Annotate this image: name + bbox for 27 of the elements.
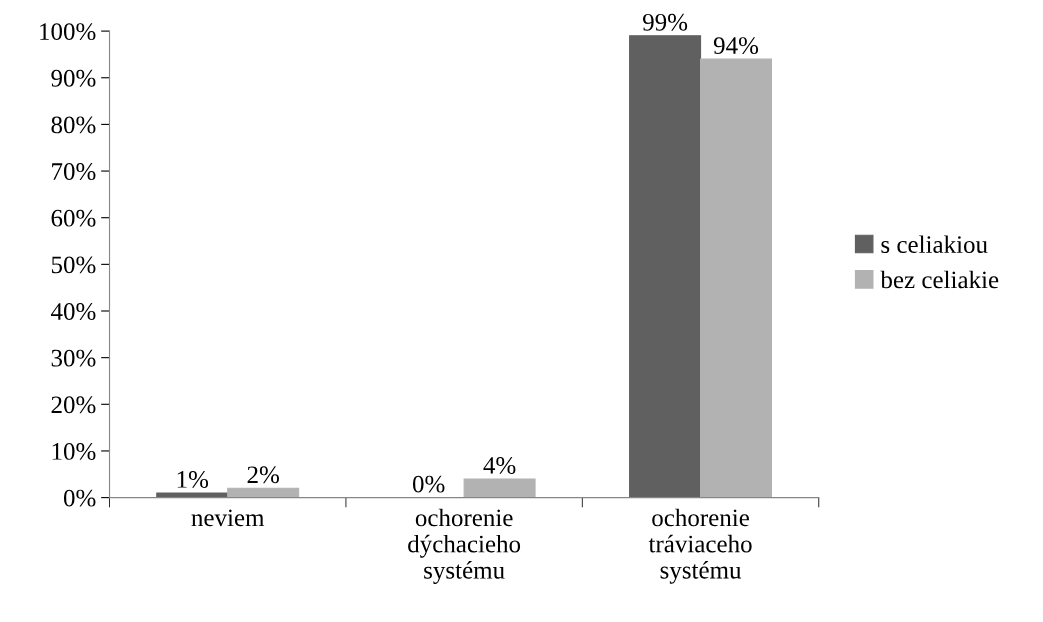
bar	[629, 35, 702, 498]
bar	[463, 478, 536, 498]
y-tick-label: 50%	[51, 256, 96, 274]
y-tick-label: 30%	[51, 349, 96, 367]
bar	[699, 58, 773, 498]
y-tick-label: 80%	[51, 116, 96, 134]
data-label: 2%	[247, 466, 279, 484]
bar	[156, 492, 229, 498]
data-label: 0%	[412, 475, 445, 493]
y-tick-label: 60%	[51, 209, 96, 227]
y-tick-label: 20%	[51, 396, 96, 414]
data-label: 1%	[177, 470, 209, 488]
data-label: 99%	[642, 13, 688, 31]
y-tick-label: 0%	[63, 489, 96, 507]
legend-label: bez celiakie	[880, 270, 999, 289]
y-tick-label: 70%	[52, 163, 96, 181]
data-label: 4%	[483, 456, 516, 474]
x-tick-label: ochorenie tráviaceho systému	[648, 508, 752, 584]
y-tick-label: 40%	[50, 303, 96, 320]
bar	[227, 487, 300, 498]
y-tick-label: 10%	[52, 443, 96, 460]
legend-label: s celiakiou	[881, 235, 988, 254]
y-tick-label: 100%	[40, 23, 96, 41]
data-label: 94%	[713, 37, 759, 55]
y-tick-label: 90%	[51, 69, 96, 87]
x-tick-label: neviem	[191, 509, 265, 527]
x-tick-label: ochorenie dýchacieho systému	[408, 508, 521, 584]
